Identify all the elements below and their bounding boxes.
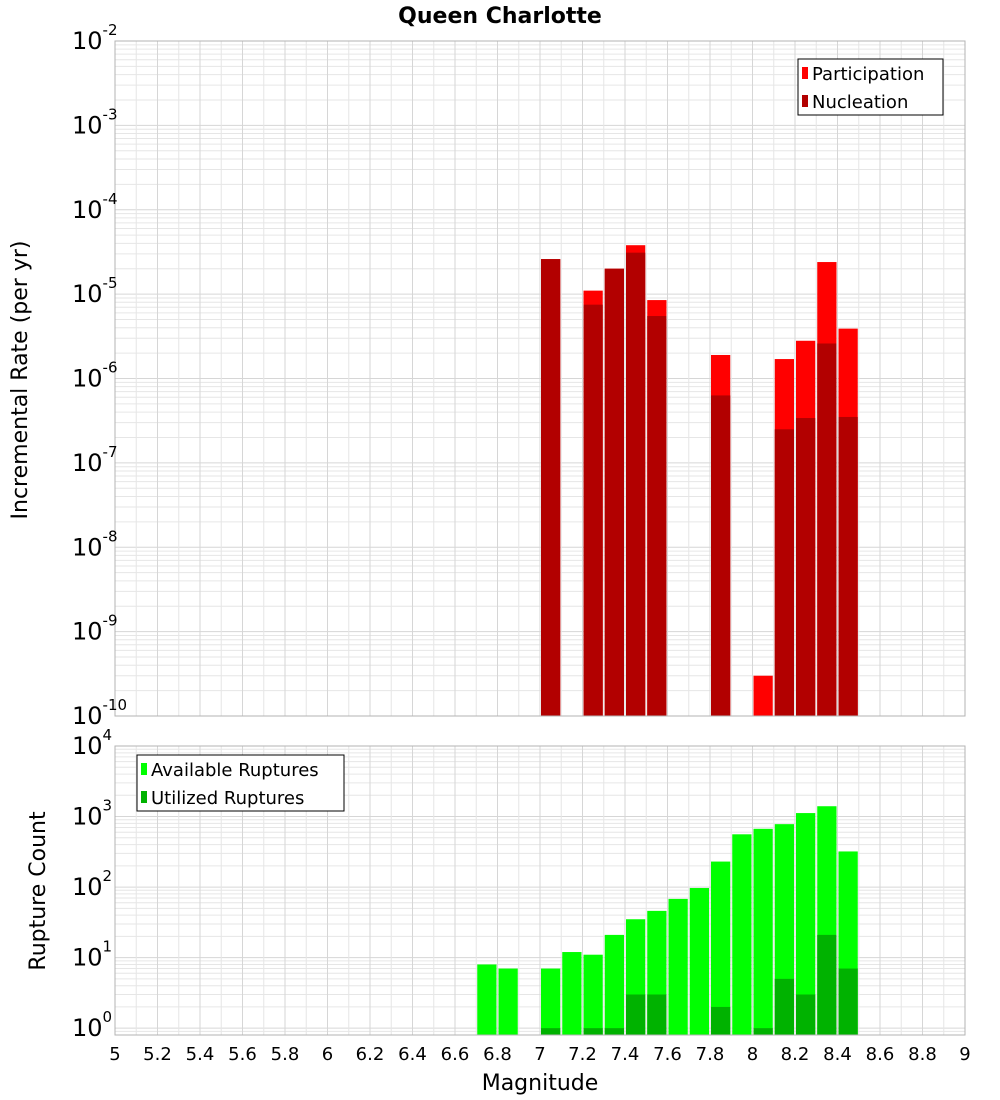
rate-plot-frame — [114, 40, 966, 717]
bar-available-ruptures — [753, 828, 773, 1035]
y-tick-label: 101 — [72, 938, 112, 972]
x-tick-label: 8.6 — [866, 1044, 895, 1065]
bar-available-ruptures — [562, 952, 582, 1035]
bar-nucleation — [604, 268, 624, 716]
x-tick-label: 8 — [747, 1044, 758, 1065]
bar-utilized-ruptures — [753, 1028, 773, 1035]
bar-nucleation — [647, 316, 667, 716]
x-tick-label: 5.6 — [228, 1044, 257, 1065]
bar-utilized-ruptures — [541, 1028, 561, 1035]
legend-swatch — [802, 95, 808, 107]
bar-available-ruptures — [498, 968, 518, 1035]
bottom-y-axis-title: Rupture Count — [26, 811, 51, 971]
y-tick-label: 10-6 — [72, 359, 118, 393]
legend-swatch — [141, 791, 147, 803]
bar-utilized-ruptures — [838, 968, 858, 1035]
x-tick-label: 7.8 — [696, 1044, 725, 1065]
y-tick-label: 10-5 — [72, 274, 118, 308]
bar-available-ruptures — [477, 964, 497, 1035]
y-tick-label: 10-7 — [72, 443, 118, 477]
x-tick-label: 9 — [959, 1044, 970, 1065]
x-axis-title: Magnitude — [482, 1071, 599, 1096]
x-tick-label: 5.4 — [186, 1044, 215, 1065]
legend-label: Nucleation — [812, 92, 908, 113]
x-tick-label: 8.8 — [908, 1044, 937, 1065]
bar-nucleation — [541, 259, 561, 716]
rate-legend: Participation Nucleation — [797, 58, 944, 116]
y-tick-label: 10-2 — [72, 21, 118, 55]
count-legend: Available Ruptures Utilized Ruptures — [136, 754, 345, 812]
y-tick-label: 10-10 — [72, 696, 127, 730]
bar-nucleation — [817, 343, 837, 716]
bar-participation — [753, 675, 773, 716]
chart-title: Queen Charlotte — [398, 4, 602, 29]
x-tick-label: 6.6 — [441, 1044, 470, 1065]
y-tick-label: 10-9 — [72, 612, 118, 646]
bar-utilized-ruptures — [647, 994, 667, 1035]
x-tick-label: 8.4 — [823, 1044, 852, 1065]
x-tick-label: 6.2 — [356, 1044, 385, 1065]
legend-box — [797, 58, 944, 116]
bar-nucleation — [774, 429, 794, 716]
legend-label: Utilized Ruptures — [151, 788, 304, 809]
x-tick-label: 5 — [109, 1044, 120, 1065]
x-tick-label: 6.4 — [398, 1044, 427, 1065]
legend-label: Available Ruptures — [151, 760, 319, 781]
bar-available-ruptures — [732, 834, 752, 1035]
bar-available-ruptures — [604, 934, 624, 1035]
legend-swatch — [141, 763, 147, 775]
y-tick-label: 10-4 — [72, 190, 118, 224]
y-tick-label: 103 — [72, 797, 112, 831]
bar-available-ruptures — [796, 813, 816, 1035]
y-tick-label: 104 — [72, 726, 112, 760]
bar-available-ruptures — [689, 888, 709, 1035]
x-tick-label: 5.2 — [143, 1044, 172, 1065]
x-tick-label: 6 — [322, 1044, 333, 1065]
y-tick-label: 10-8 — [72, 527, 118, 561]
bar-nucleation — [626, 252, 646, 716]
bar-nucleation — [583, 304, 603, 716]
bar-utilized-ruptures — [626, 994, 646, 1035]
bar-utilized-ruptures — [774, 978, 794, 1035]
count-plot-frame — [114, 745, 966, 1036]
legend-label: Participation — [812, 64, 924, 85]
x-tick-label: 6.8 — [483, 1044, 512, 1065]
top-y-axis-title: Incremental Rate (per yr) — [8, 241, 33, 520]
legend-box — [136, 754, 345, 812]
bar-available-ruptures — [583, 954, 603, 1035]
bar-utilized-ruptures — [796, 994, 816, 1035]
bar-available-ruptures — [668, 898, 688, 1035]
bar-nucleation — [796, 418, 816, 716]
y-tick-label: 100 — [72, 1008, 112, 1042]
x-tick-label: 7.6 — [653, 1044, 682, 1065]
bar-available-ruptures — [541, 968, 561, 1035]
x-tick-label: 7 — [534, 1044, 545, 1065]
x-tick-label: 8.2 — [781, 1044, 810, 1065]
bar-nucleation — [838, 416, 858, 716]
bar-utilized-ruptures — [817, 934, 837, 1035]
bar-nucleation — [711, 395, 731, 716]
bar-utilized-ruptures — [711, 1006, 731, 1035]
legend-swatch — [802, 67, 808, 79]
y-tick-label: 10-3 — [72, 105, 118, 139]
bar-utilized-ruptures — [604, 1028, 624, 1035]
y-tick-label: 102 — [72, 867, 112, 901]
x-tick-label: 7.4 — [611, 1044, 640, 1065]
x-tick-label: 7.2 — [568, 1044, 597, 1065]
rate-panel: 10-10 10-9 10-8 10-7 10-6 10-5 10-4 10-3 10-2 Par… — [72, 21, 966, 730]
x-tick-label: 5.8 — [271, 1044, 300, 1065]
bar-utilized-ruptures — [583, 1028, 603, 1035]
bar-available-ruptures — [711, 861, 731, 1035]
count-panel: 100 101 102 103 104 5 5.2 5.4 5.6 5.8 6 6.2 6.4 6.6 6.… — [72, 726, 971, 1065]
